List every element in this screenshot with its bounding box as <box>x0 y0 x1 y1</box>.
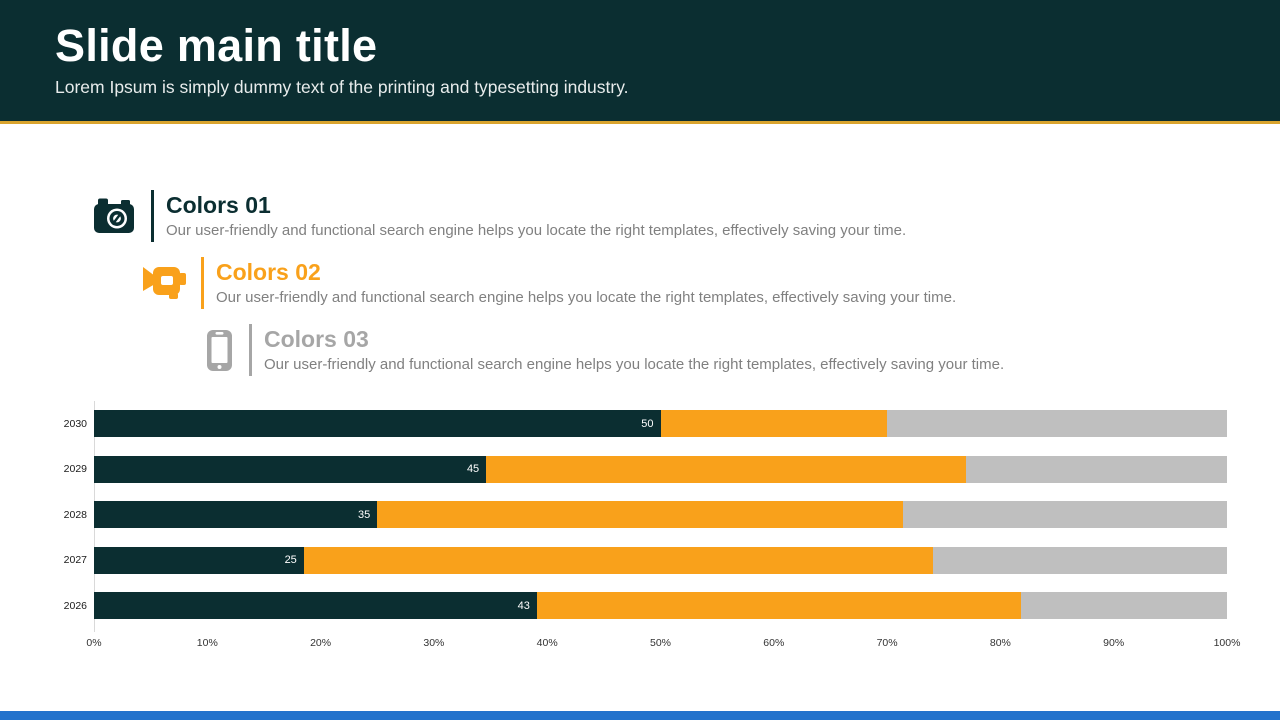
bar-segment-series-1: 25 <box>94 546 304 574</box>
x-tick-label: 50% <box>649 637 672 649</box>
x-tick-label: 30% <box>423 637 445 649</box>
bar-row-2030: 2030 50 <box>64 410 1227 437</box>
bar-row-2026: 2026 43 <box>64 592 1227 619</box>
feature-divider <box>201 257 204 309</box>
bar-value-label: 35 <box>358 508 371 521</box>
smartphone-icon <box>203 329 235 372</box>
bar-segment-series-2 <box>303 546 934 574</box>
feature-title: Colors 03 <box>264 326 369 353</box>
bar-segment-series-3 <box>965 455 1227 483</box>
x-tick-label: 80% <box>989 637 1011 649</box>
x-tick-label: 20% <box>310 637 332 649</box>
video-camera-icon <box>141 264 187 302</box>
bar-segment-series-1: 43 <box>94 592 537 619</box>
category-label: 2030 <box>63 417 87 430</box>
bar-row-2028: 2028 35 <box>64 501 1227 528</box>
x-tick-label: 60% <box>763 637 785 649</box>
category-label: 2026 <box>63 599 87 612</box>
feature-description: Our user-friendly and functional search … <box>216 288 957 306</box>
slide-header: Slide main title Lorem Ipsum is simply d… <box>0 0 1280 124</box>
bar-segment-series-3 <box>887 410 1227 437</box>
feature-divider <box>151 190 154 242</box>
category-label: 2027 <box>63 554 87 566</box>
feature-text: Colors 03 Our user-friendly and function… <box>264 326 1005 373</box>
feature-colors-01: Colors 01 Our user-friendly and function… <box>91 188 906 244</box>
bar-segment-series-1: 45 <box>94 455 487 483</box>
chart-plot: 2030 50 2029 45 2028 35 2027 25 2026 43 <box>64 410 1227 619</box>
feature-colors-02: Colors 02 Our user-friendly and function… <box>141 255 956 311</box>
x-tick-label: 90% <box>1103 637 1125 649</box>
bar-segment-series-3 <box>933 546 1227 574</box>
bar-value-label: 25 <box>284 554 297 566</box>
x-tick-label: 70% <box>876 637 898 649</box>
bar-value-label: 43 <box>517 599 530 612</box>
bar-segment-series-2 <box>377 501 904 528</box>
x-tick-label: 10% <box>196 637 218 649</box>
bar-segment-series-1: 50 <box>94 410 661 437</box>
x-tick-label: 0% <box>86 637 102 649</box>
feature-divider <box>249 324 252 376</box>
feature-description: Our user-friendly and functional search … <box>166 221 907 239</box>
feature-description: Our user-friendly and functional search … <box>264 355 1005 373</box>
slide-subtitle: Lorem Ipsum is simply dummy text of the … <box>55 76 629 97</box>
feature-text: Colors 01 Our user-friendly and function… <box>166 192 907 239</box>
bar-row-2029: 2029 45 <box>64 455 1227 483</box>
x-axis: 0% 10% 20% 30% 40% 50% 60% 70% 80% 90% 100% <box>86 637 1240 653</box>
x-tick-label: 100% <box>1213 637 1241 649</box>
bar-segment-series-2 <box>486 455 966 483</box>
bar-value-label: 50 <box>641 417 654 430</box>
feature-colors-03: Colors 03 Our user-friendly and function… <box>203 322 1004 378</box>
slide-title: Slide main title <box>55 20 378 71</box>
bottom-accent-bar <box>0 711 1280 720</box>
category-label: 2029 <box>63 463 87 475</box>
bar-segment-series-2 <box>660 410 888 437</box>
feature-title: Colors 01 <box>166 192 271 219</box>
feature-title: Colors 02 <box>216 259 321 286</box>
camera-icon <box>91 198 137 235</box>
bar-segment-series-3 <box>903 501 1227 528</box>
bar-segment-series-1: 35 <box>94 501 378 528</box>
bar-segment-series-2 <box>536 592 1021 619</box>
x-tick-label: 40% <box>536 637 558 649</box>
bar-row-2027: 2027 25 <box>64 546 1227 574</box>
bar-value-label: 45 <box>466 463 480 475</box>
category-label: 2028 <box>63 508 87 521</box>
bar-segment-series-3 <box>1020 592 1227 619</box>
feature-text: Colors 02 Our user-friendly and function… <box>216 259 957 306</box>
